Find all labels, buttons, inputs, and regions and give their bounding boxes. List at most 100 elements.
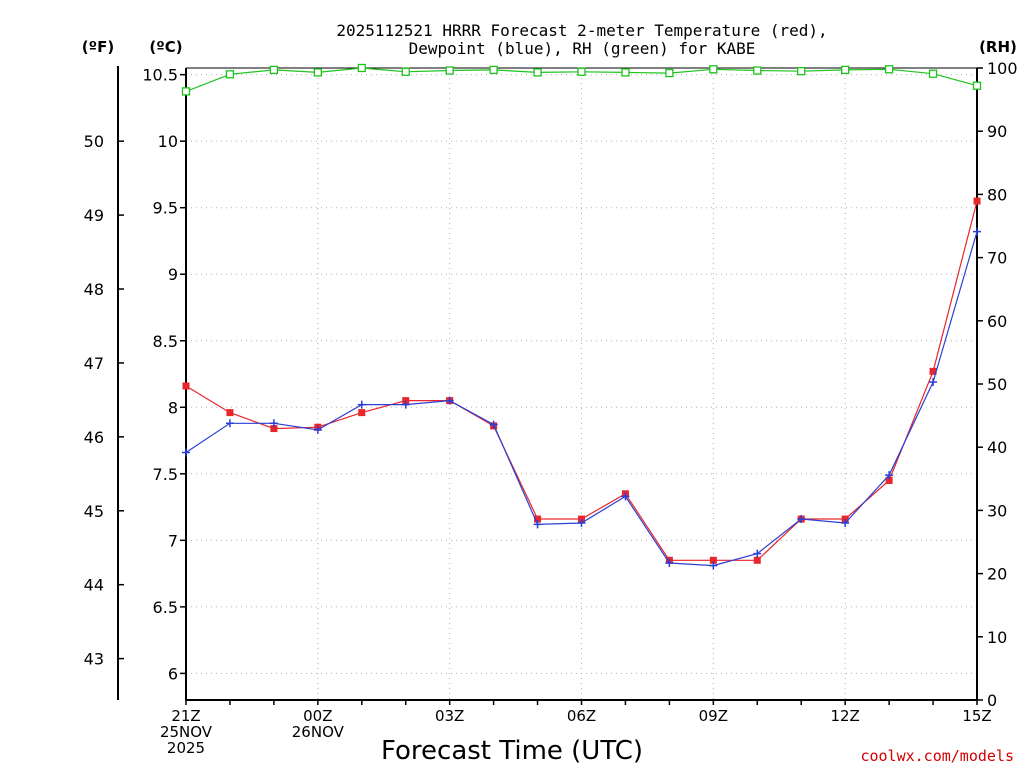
fahrenheit-tick-label: 46 (84, 428, 104, 447)
rh-tick-label: 20 (987, 565, 1007, 584)
dewpoint-point (445, 396, 454, 405)
dewpoint-point (401, 400, 410, 409)
rh-point (928, 69, 938, 78)
rh-tick-label: 70 (987, 249, 1007, 268)
rh-tick-label: 100 (987, 59, 1018, 78)
rh-point (181, 87, 191, 96)
fahrenheit-tick-label: 50 (84, 132, 104, 151)
rh-point (884, 65, 894, 74)
celsius-tick-label: 10 (158, 132, 178, 151)
rh-tick-label: 0 (987, 691, 997, 710)
axis-layer: 6 6.5 7 7.5 8 8.5 9 9.5 10 10.5 43 44 45 46 47 48 49 50 0 1… (84, 59, 1018, 710)
rh-tick-label: 80 (987, 185, 1007, 204)
dewpoint-point (709, 561, 718, 570)
x-tick-label: 12Z (830, 707, 859, 725)
dewpoint-point (929, 378, 938, 387)
rh-point (313, 68, 322, 77)
celsius-axis-unit: (ºC) (149, 38, 182, 56)
grid-layer (186, 68, 977, 700)
series-layer (181, 63, 982, 570)
rh-point (841, 65, 850, 75)
rh-point (533, 68, 542, 77)
temperature-point (753, 556, 761, 564)
rh-point (357, 63, 366, 73)
dewpoint-point (357, 400, 366, 409)
rh-tick-label: 10 (987, 628, 1007, 647)
celsius-tick-label: 9.5 (153, 199, 178, 218)
dewpoint-point (313, 425, 322, 434)
fahrenheit-tick-label: 45 (84, 502, 104, 521)
temperature-point (885, 476, 893, 484)
dewpoint-point (182, 448, 190, 457)
rh-point (445, 66, 454, 75)
celsius-tick-label: 7.5 (153, 465, 178, 484)
dewpoint-point (225, 419, 234, 428)
celsius-tick-label: 7 (168, 531, 178, 550)
x-tick-label: 21Z (171, 707, 200, 725)
celsius-tick-label: 6 (168, 664, 178, 683)
chart-title-line1: 2025112521 HRRR Forecast 2-meter Tempera… (336, 21, 827, 40)
dewpoint-point (753, 549, 762, 558)
rh-point (577, 67, 586, 76)
dewpoint-point (621, 492, 630, 501)
dewpoint-point (973, 227, 981, 236)
dewpoint-point (269, 419, 278, 428)
dewpoint-point (841, 519, 850, 528)
x-tick-label: 15Z (962, 707, 991, 725)
dewpoint-point (665, 558, 674, 567)
fahrenheit-tick-label: 48 (84, 280, 104, 299)
celsius-tick-label: 6.5 (153, 598, 178, 617)
x-tick-label: 00Z (303, 707, 332, 725)
temperature-point (709, 556, 717, 564)
x-axis-title: Forecast Time (UTC) (381, 736, 643, 766)
temperature-point (358, 409, 366, 417)
celsius-tick-label: 10.5 (142, 66, 178, 85)
watermark: coolwx.com/models (860, 747, 1014, 765)
celsius-tick-label: 9 (168, 265, 178, 284)
rh-point (225, 70, 235, 79)
rh-point (401, 67, 410, 76)
x-tick-label: 26NOV (292, 723, 345, 741)
temperature-point (182, 382, 190, 390)
rh-tick-label: 60 (987, 312, 1007, 331)
rh-point (621, 68, 630, 77)
rh-point (753, 66, 762, 75)
x-tick-label: 09Z (699, 707, 728, 725)
rh-tick-label: 30 (987, 501, 1007, 520)
rh-point (972, 81, 982, 90)
dewpoint-point (885, 471, 894, 480)
temperature-point (270, 425, 278, 433)
rh-axis-unit: (RH) (979, 38, 1017, 56)
fahrenheit-tick-label: 49 (84, 206, 104, 225)
x-tick-label: 25NOV (160, 723, 213, 741)
rh-point (665, 68, 674, 78)
rh-point (489, 65, 498, 75)
fahrenheit-tick-label: 47 (84, 354, 104, 373)
x-tick-label: 03Z (435, 707, 464, 725)
temperature-line (185, 200, 978, 561)
dewpoint-point (489, 420, 498, 429)
dewpoint-point (533, 520, 542, 529)
rh-tick-label: 50 (987, 375, 1007, 394)
dewpoint-point (577, 519, 586, 528)
temperature-point (534, 515, 542, 523)
rh-tick-label: 40 (987, 438, 1007, 457)
x-tick-label: 2025 (167, 739, 205, 757)
rh-point (269, 65, 279, 75)
rh-tick-label: 90 (987, 122, 1007, 141)
rh-point (797, 67, 806, 76)
fahrenheit-tick-label: 43 (84, 650, 104, 669)
temperature-point (973, 197, 981, 205)
celsius-tick-label: 8 (168, 398, 178, 417)
temperature-point (226, 409, 234, 417)
chart-title-line2: Dewpoint (blue), RH (green) for KABE (409, 39, 756, 58)
fahrenheit-axis-unit: (ºF) (82, 38, 114, 56)
fahrenheit-tick-label: 44 (84, 576, 104, 595)
dewpoint-point (797, 515, 806, 524)
celsius-tick-label: 8.5 (153, 332, 178, 351)
temperature-point (929, 367, 937, 375)
x-tick-label: 06Z (567, 707, 596, 725)
rh-point (709, 65, 718, 74)
